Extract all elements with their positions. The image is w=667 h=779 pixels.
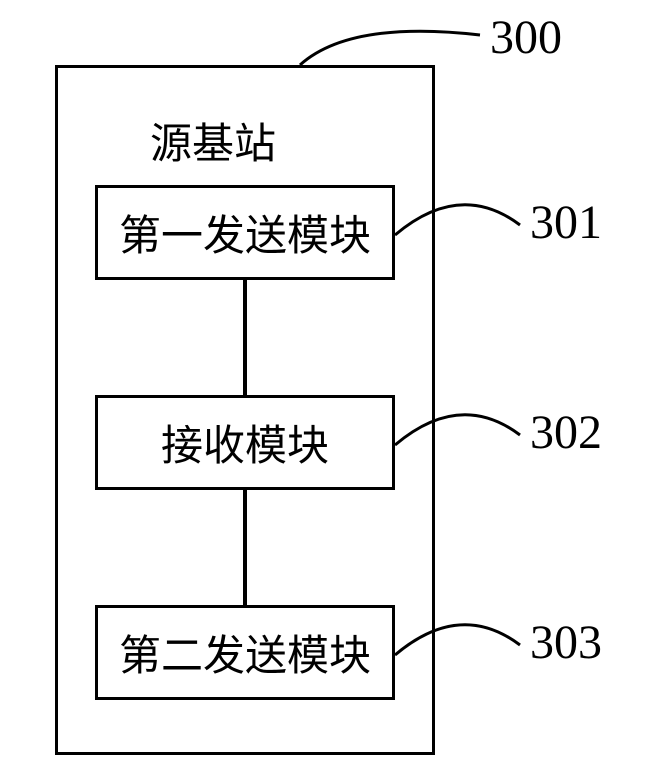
ref-number-301: 301 (530, 195, 602, 250)
leader-line (300, 31, 480, 65)
module-label: 接收模块 (161, 412, 329, 473)
module-box-second-send: 第二发送模块 (95, 605, 395, 700)
diagram-title: 源基站 (150, 110, 276, 171)
module-label: 第二发送模块 (119, 622, 371, 683)
connector-line (243, 490, 247, 605)
module-box-receive: 接收模块 (95, 395, 395, 490)
connector-line (243, 280, 247, 395)
module-label: 第一发送模块 (119, 202, 371, 263)
ref-number-outer: 300 (490, 10, 562, 65)
module-box-first-send: 第一发送模块 (95, 185, 395, 280)
ref-number-302: 302 (530, 405, 602, 460)
ref-number-303: 303 (530, 615, 602, 670)
